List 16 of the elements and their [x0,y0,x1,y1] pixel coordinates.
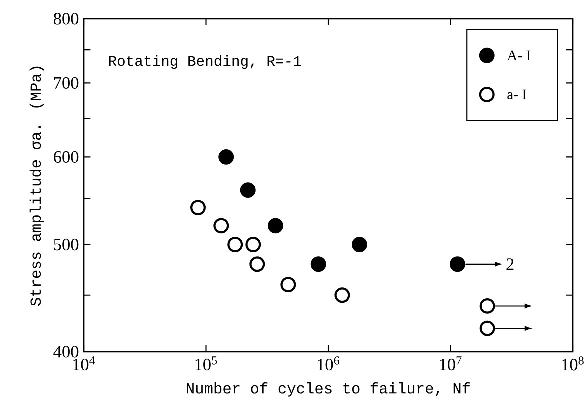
y-tick-label: 500 [54,238,79,251]
y-tick-label: 700 [54,77,79,90]
x-tick-label: 10$^{8}$ [562,356,584,371]
x-tick-label: 10$^{6}$ [318,356,340,371]
y-tick-label: 600 [54,151,79,164]
y-tick-label: 800 [54,13,79,25]
x-tick-label: 10$^{5}$ [196,356,218,371]
annotation: Rotating Bending, R=-1 [109,55,302,70]
x-axis-title: Number of cycles to failure, Nf [187,382,470,397]
legend-label: a- I [508,90,527,100]
y-axis-title: Stress amplitude σa. (MPa) [30,66,44,306]
y-tick-label: 400 [54,346,79,358]
x-tick-label: 10$^{7}$ [440,356,462,371]
annotation: 2 [506,258,514,270]
x-tick-label: 10$^{4}$ [74,356,96,371]
legend-label: A- I [507,50,531,61]
